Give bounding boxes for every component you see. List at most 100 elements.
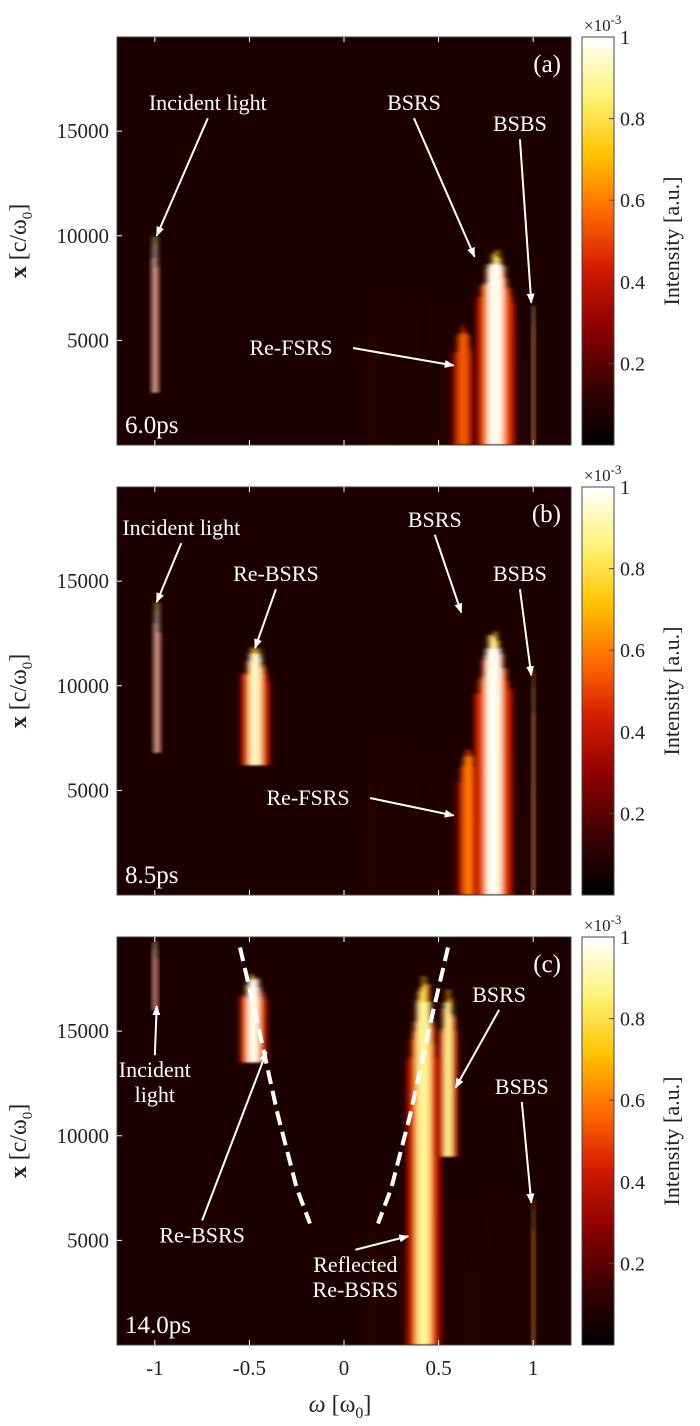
feature-core: [249, 653, 261, 766]
feature-column: [157, 632, 161, 753]
feature-column: [471, 356, 475, 445]
annotation-label: Incident light: [119, 1057, 191, 1107]
feature-column: [438, 1057, 442, 1345]
feature-column: [482, 284, 485, 445]
panel-b: 5000 10000 15000 x [c/ω0] Incident light Re-B…: [6, 462, 684, 896]
panel-time: 14.0ps: [125, 1312, 191, 1339]
feature-column: [467, 335, 470, 445]
feature-column: [474, 693, 478, 895]
y-axis-label: x [c/ω0]: [6, 204, 36, 279]
feature-column: [508, 691, 511, 895]
annotation: BSBS: [493, 111, 547, 304]
feature-column: [473, 352, 477, 445]
annotation: Incident light: [149, 90, 267, 237]
feature-column: [267, 681, 270, 766]
feature-core: [416, 1002, 431, 1345]
colorbar-gradient: [581, 36, 615, 446]
feature-core: [155, 610, 158, 753]
annotation-label: Re-FSRS: [249, 335, 332, 360]
annotation-label: Reflected Re-BSRS: [313, 1252, 399, 1302]
feature-column: [240, 672, 244, 766]
annotation: BSBS: [493, 561, 547, 677]
annotation-label: BSBS: [493, 111, 547, 136]
feature-column: [486, 267, 489, 445]
annotation-arrow: [201, 1051, 268, 1221]
panel-a: 5000 10000 15000 x [c/ω0] Incident light BSRS…: [6, 12, 684, 446]
panels-group: 5000 10000 15000 x [c/ω0] Incident light BSRS…: [6, 12, 684, 1346]
heatmap-features: [151, 236, 535, 445]
annotation: Incident light: [122, 515, 240, 603]
feature-column: [262, 992, 266, 1063]
feature-column: [478, 297, 481, 445]
colorbar-label: Intensity [a.u.]: [659, 177, 684, 306]
feature-band: [474, 631, 513, 895]
annotation-label: Incident light: [149, 90, 267, 115]
y-axis-label: x [c/ω0]: [6, 1104, 36, 1179]
feature-core: [532, 687, 534, 895]
feature-core: [444, 1002, 452, 1157]
y-tick-label: 15000: [57, 569, 110, 593]
feature-column: [242, 674, 246, 766]
feature-band: [151, 236, 159, 393]
feature-column: [406, 1059, 410, 1345]
feature-band: [240, 647, 270, 766]
feature-column: [532, 715, 534, 895]
colorbar-tick-label: 0.6: [620, 640, 645, 662]
feature-column: [469, 346, 472, 445]
panel-time: 6.0ps: [125, 412, 178, 439]
feature-band: [450, 324, 477, 445]
colorbar-tick-label: 1: [620, 27, 630, 49]
feature-column: [512, 303, 515, 445]
colorbar: 0.2 0.4 0.6 0.8 1×10-3 Intensity [a.u.]: [581, 462, 684, 896]
feature-core: [154, 942, 156, 1011]
feature-column: [246, 985, 249, 1063]
y-tick-label: 15000: [57, 119, 110, 143]
feature-column: [244, 997, 247, 1063]
feature-column: [504, 668, 507, 895]
colorbar-tick-label: 0.4: [620, 1172, 645, 1194]
y-tick-label: 10000: [57, 674, 110, 698]
feature-column: [508, 286, 511, 445]
annotation-label: BSRS: [387, 90, 441, 115]
feature-column: [152, 949, 155, 1011]
feature-column: [440, 1028, 444, 1157]
feature-column: [504, 278, 507, 445]
x-tick-label: 0: [339, 1356, 350, 1380]
feature-column: [532, 326, 534, 445]
feature-column: [155, 267, 159, 393]
annotation-arrow: [413, 117, 476, 258]
colorbar-exponent: ×10-3: [584, 912, 621, 935]
feature-column: [442, 1008, 446, 1157]
x-tick-label: -0.5: [233, 1356, 266, 1380]
panel-c: 5000 10000 15000 x [c/ω0] Incident light Re-BS…: [6, 912, 684, 1346]
colorbar-tick-label: 0.2: [620, 353, 645, 375]
feature-column: [151, 258, 155, 393]
colorbar-tick-label: 0.2: [620, 803, 645, 825]
y-tick-label: 5000: [67, 778, 109, 802]
colorbar-tick-label: 0.6: [620, 1090, 645, 1112]
annotation-arrow: [454, 1009, 500, 1089]
colorbar-gradient: [581, 486, 615, 896]
feature-column: [533, 1228, 535, 1345]
feature-band: [532, 670, 535, 895]
feature-column: [459, 768, 463, 895]
annotation-arrow: [355, 1234, 410, 1251]
feature-column: [264, 999, 268, 1063]
feature-column: [457, 782, 461, 895]
feature-column: [502, 266, 505, 445]
annotation-label: BSBS: [493, 561, 547, 586]
annotation: BSRS: [408, 507, 463, 614]
colorbar-tick-label: 0.2: [620, 1253, 645, 1275]
feature-column: [506, 680, 509, 895]
feature-column: [510, 295, 513, 445]
y-tick-label: 10000: [57, 1124, 110, 1148]
colorbar-tick-label: 0.4: [620, 272, 645, 294]
feature-column: [246, 661, 250, 766]
panel-tag: (b): [532, 501, 561, 528]
feature-column: [412, 1031, 416, 1345]
feature-column: [455, 781, 459, 895]
panel-tag: (a): [533, 51, 561, 78]
annotation-label: BSRS: [408, 507, 462, 532]
feature-column: [408, 1057, 412, 1345]
